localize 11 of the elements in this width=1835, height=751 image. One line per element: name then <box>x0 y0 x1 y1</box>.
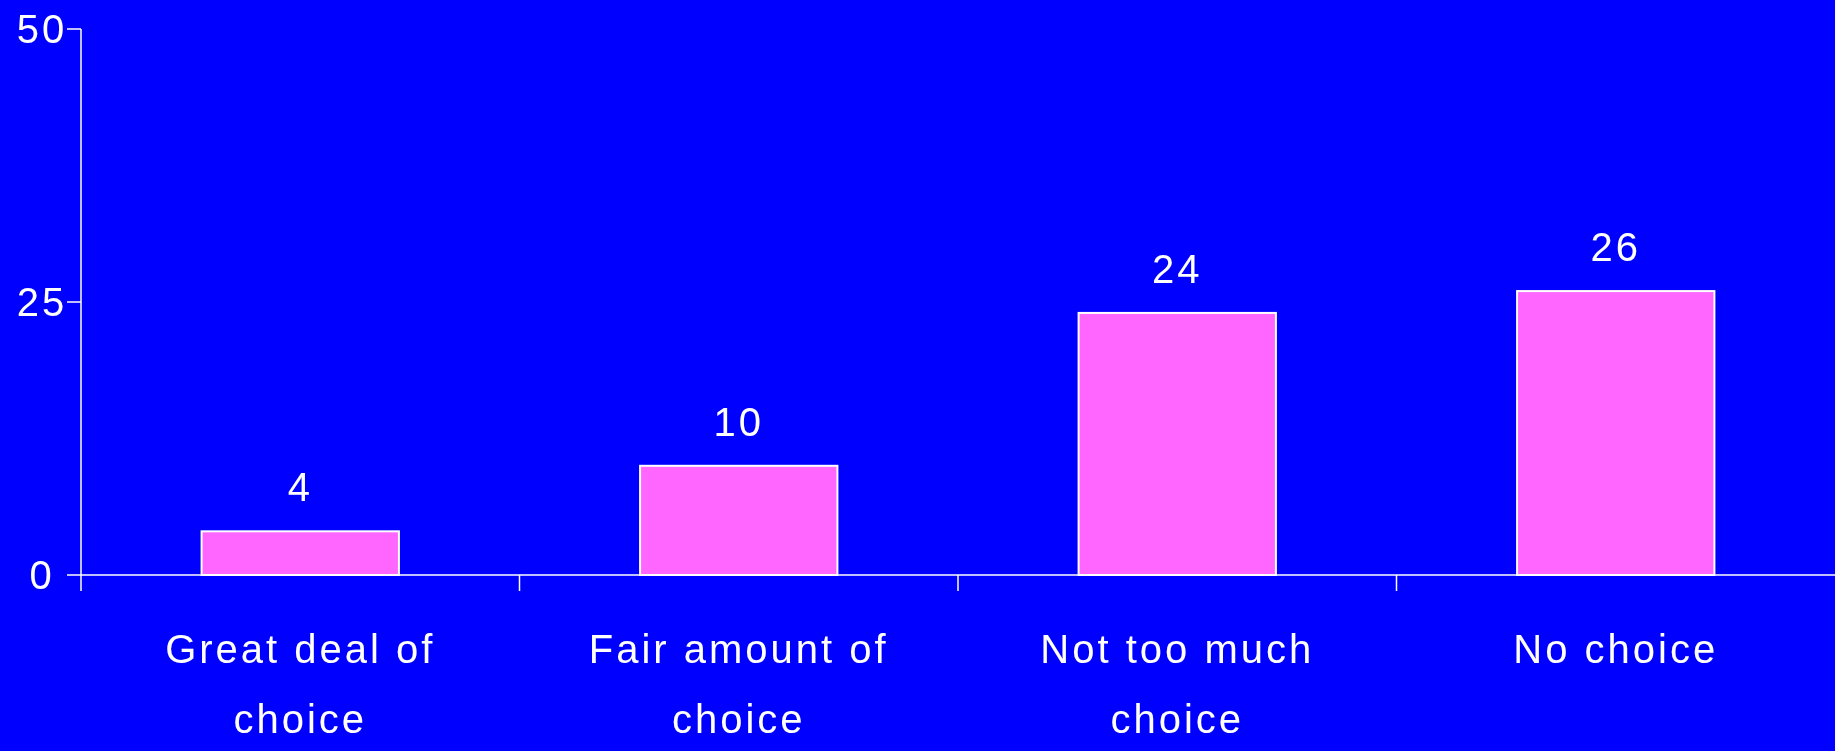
data-label: 10 <box>713 399 764 444</box>
data-label: 24 <box>1152 246 1203 291</box>
y-tick-label: 0 <box>29 553 55 597</box>
data-label: 4 <box>287 465 313 510</box>
x-tick-label: No choice <box>1513 627 1719 671</box>
x-tick-label: Great deal of choice <box>165 627 436 741</box>
y-tick-label: 50 <box>16 7 68 51</box>
y-tick-label: 25 <box>16 280 68 324</box>
x-tick-label: Not too much choice <box>1040 627 1315 741</box>
x-tick-label: Fair amount of choice <box>588 627 889 741</box>
data-label: 26 <box>1590 225 1641 270</box>
